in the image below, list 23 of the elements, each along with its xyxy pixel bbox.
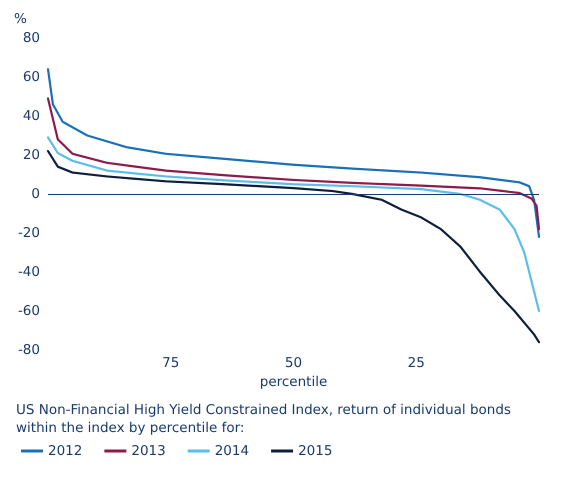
line-series — [46, 136, 540, 312]
legend-label: 2015 — [298, 443, 332, 459]
line-series — [46, 68, 540, 238]
line-series — [46, 97, 540, 230]
y-tick-label: 80 — [22, 30, 40, 46]
x-tick-label: 50 — [284, 355, 302, 371]
y-tick-label: -20 — [18, 225, 40, 241]
y-tick-label: 40 — [22, 108, 40, 124]
y-tick-label: 60 — [22, 69, 40, 85]
legend-label: 2014 — [214, 443, 250, 459]
x-axis-title: percentile — [260, 374, 328, 390]
y-tick-label: 20 — [22, 147, 40, 163]
y-tick-label: -40 — [18, 264, 40, 280]
text: US Non-Financial High Yield Constrained Index, return of individual bonds within the index by percentile for: — [16, 402, 516, 436]
y-tick-label: 0 — [31, 186, 40, 202]
legend-label: 2013 — [131, 443, 166, 459]
y-axis-title: % — [14, 11, 27, 27]
line-series — [46, 150, 540, 344]
y-tick-label: -60 — [18, 303, 40, 319]
y-tick-label: -80 — [18, 342, 40, 358]
x-tick-label: 75 — [162, 355, 180, 371]
legend-label: 2012 — [48, 443, 82, 459]
x-tick-label: 25 — [408, 355, 425, 371]
